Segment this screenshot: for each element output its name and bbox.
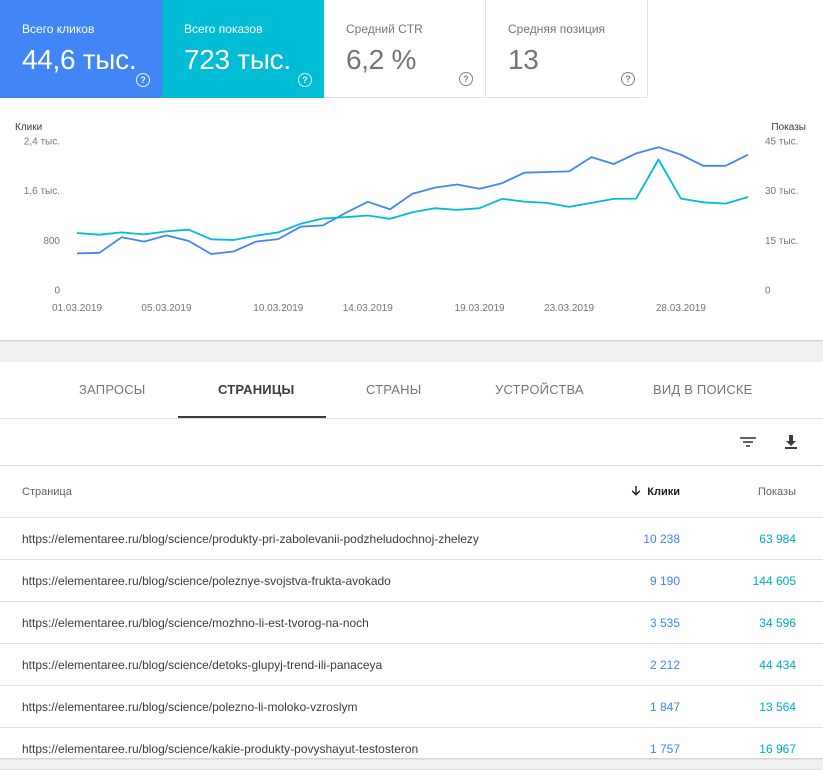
page-url[interactable]: https://elementaree.ru/blog/science/mozh… [22, 616, 369, 630]
performance-chart: Клики Показы 0 800 1,6 тыс. 2,4 тыс. 0 15 тыс. 3… [0, 110, 823, 330]
x-tick-label: 05.03.2019 [141, 303, 191, 314]
impressions-series-line [76, 158, 749, 241]
x-tick-label: 28.03.2019 [656, 303, 706, 314]
clicks-value: 3 535 [649, 616, 680, 630]
impressions-value: 44 434 [759, 658, 796, 672]
table-toolbar [0, 419, 823, 466]
x-tick-label: 01.03.2019 [52, 303, 102, 314]
x-tick-label: 23.03.2019 [544, 303, 594, 314]
page-url[interactable]: https://elementaree.ru/blog/science/pole… [22, 700, 358, 714]
table-row[interactable]: https://elementaree.ru/blog/science/prod… [0, 518, 823, 560]
tab-search-appearance[interactable]: Вид в поиске [653, 382, 753, 397]
page-url[interactable]: https://elementaree.ru/blog/science/prod… [22, 532, 479, 546]
clicks-value: 9 190 [649, 574, 680, 588]
tab-pages[interactable]: Страницы [218, 382, 295, 397]
page-url[interactable]: https://elementaree.ru/blog/science/pole… [22, 574, 391, 588]
active-tab-indicator [178, 416, 326, 418]
help-icon[interactable]: ? [298, 73, 312, 87]
table-row[interactable]: https://elementaree.ru/blog/science/mozh… [0, 602, 823, 644]
impressions-value: 34 596 [759, 616, 796, 630]
right-tick-label: 30 тыс. [765, 186, 798, 197]
left-tick-label: 0 [54, 286, 60, 297]
left-tick-label: 2,4 тыс. [24, 137, 60, 148]
right-tick-label: 15 тыс. [765, 236, 798, 247]
column-header-clicks-label: Клики [647, 486, 680, 498]
total-impressions-value: 723 тыс. [184, 44, 291, 75]
x-tick-label: 14.03.2019 [343, 303, 393, 314]
arrow-down-icon [631, 486, 641, 496]
average-position-card[interactable]: Средняя позиция 13 ? [486, 0, 648, 98]
table-header: Страница Клики Показы [0, 466, 823, 518]
table-row[interactable]: https://elementaree.ru/blog/science/pole… [0, 560, 823, 602]
clicks-series-line [76, 146, 749, 255]
help-icon[interactable]: ? [459, 72, 473, 86]
table-body: https://elementaree.ru/blog/science/prod… [0, 518, 823, 770]
page-url[interactable]: https://elementaree.ru/blog/science/deto… [22, 658, 383, 672]
impressions-value: 16 967 [759, 742, 796, 756]
column-header-clicks[interactable]: Клики [631, 486, 680, 498]
impressions-value: 144 605 [752, 574, 796, 588]
tab-queries[interactable]: Запросы [79, 382, 146, 397]
right-tick-label: 45 тыс. [765, 137, 798, 148]
total-impressions-card[interactable]: Всего показов 723 тыс. ? [162, 0, 324, 98]
metric-cards: Всего кликов 44,6 тыс. ? Всего показов 7… [0, 0, 648, 98]
average-ctr-value: 6,2 % [346, 44, 417, 75]
impressions-value: 63 984 [759, 532, 796, 546]
left-tick-label: 1,6 тыс. [24, 186, 60, 197]
performance-panel: Всего кликов 44,6 тыс. ? Всего показов 7… [0, 0, 823, 340]
average-position-label: Средняя позиция [508, 22, 606, 36]
clicks-value: 10 238 [643, 532, 680, 546]
help-icon[interactable]: ? [136, 73, 150, 87]
left-tick-label: 800 [43, 236, 60, 247]
table-row[interactable]: https://elementaree.ru/blog/science/pole… [0, 686, 823, 728]
average-ctr-label: Средний CTR [346, 22, 423, 36]
average-position-value: 13 [508, 44, 539, 75]
column-header-page[interactable]: Страница [22, 486, 72, 498]
performance-chart-svg: Клики Показы 0 800 1,6 тыс. 2,4 тыс. 0 15 тыс. 3… [15, 122, 806, 314]
dimension-tabs: Запросы Страницы Страны Устройства Вид в… [0, 362, 823, 419]
total-clicks-label: Всего кликов [22, 22, 95, 36]
page-url[interactable]: https://elementaree.ru/blog/science/kaki… [22, 742, 419, 756]
x-tick-label: 19.03.2019 [455, 303, 505, 314]
filter-icon[interactable] [737, 431, 759, 453]
total-clicks-value: 44,6 тыс. [22, 44, 137, 75]
right-tick-label: 0 [765, 286, 771, 297]
details-panel: Запросы Страницы Страны Устройства Вид в… [0, 362, 823, 770]
clicks-value: 1 757 [649, 742, 680, 756]
table-row[interactable]: https://elementaree.ru/blog/science/deto… [0, 644, 823, 686]
total-impressions-label: Всего показов [184, 22, 263, 36]
impressions-value: 13 564 [759, 700, 796, 714]
column-header-impressions[interactable]: Показы [757, 486, 796, 498]
clicks-value: 1 847 [649, 700, 680, 714]
clicks-value: 2 212 [649, 658, 680, 672]
tab-devices[interactable]: Устройства [495, 382, 584, 397]
average-ctr-card[interactable]: Средний CTR 6,2 % ? [324, 0, 486, 98]
table-row[interactable]: https://elementaree.ru/blog/science/kaki… [0, 728, 823, 770]
right-axis-label: Показы [771, 122, 806, 133]
help-icon[interactable]: ? [621, 72, 635, 86]
tab-countries[interactable]: Страны [366, 382, 422, 397]
download-icon[interactable] [780, 431, 802, 453]
left-axis-label: Клики [15, 122, 42, 133]
total-clicks-card[interactable]: Всего кликов 44,6 тыс. ? [0, 0, 162, 98]
x-tick-label: 10.03.2019 [253, 303, 303, 314]
